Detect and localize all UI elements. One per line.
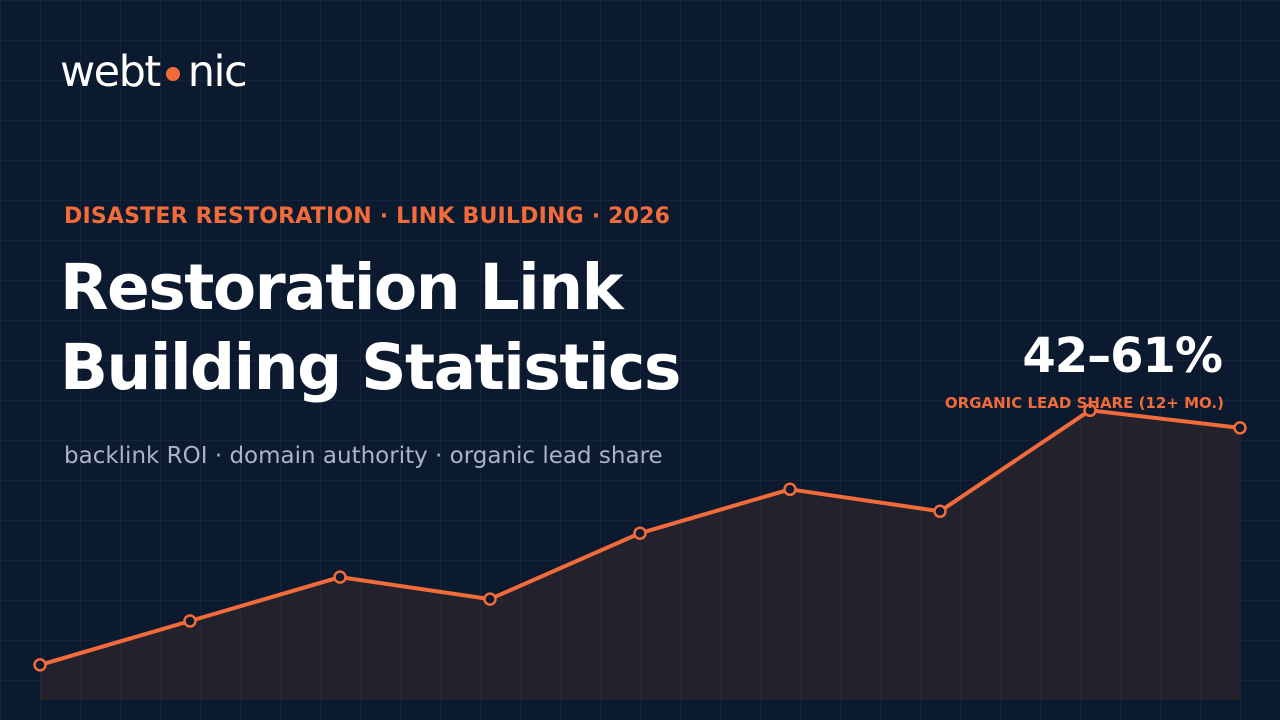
chart-point-1 bbox=[33, 658, 47, 672]
eyebrow-text: DISASTER RESTORATION · LINK BUILDING · 2… bbox=[64, 204, 671, 229]
title-line-1: Restoration Link bbox=[60, 251, 623, 324]
chart-point-3 bbox=[333, 570, 347, 584]
logo-text-right: nic bbox=[187, 46, 248, 97]
chart-point-4 bbox=[483, 592, 497, 606]
chart-point-9 bbox=[1233, 421, 1247, 435]
chart-point-5 bbox=[633, 526, 647, 540]
subtitle: backlink ROI · domain authority · organi… bbox=[64, 443, 663, 469]
logo-text-left: webt bbox=[60, 46, 161, 97]
webtonic-logo[interactable]: webt nic bbox=[60, 46, 248, 97]
chart-point-6 bbox=[783, 482, 797, 497]
chart-point-8 bbox=[1083, 403, 1097, 418]
page-title: Restoration Link Building Statistics bbox=[60, 248, 681, 408]
logo-dot-icon bbox=[161, 62, 187, 88]
stat-label: ORGANIC LEAD SHARE (12+ MO.) bbox=[944, 394, 1224, 412]
chart-point-7 bbox=[933, 504, 947, 519]
stat-value: 42–61% bbox=[1022, 328, 1223, 384]
title-line-2: Building Statistics bbox=[60, 331, 681, 404]
chart-area-fill bbox=[40, 410, 1240, 700]
chart-point-2 bbox=[183, 614, 197, 628]
